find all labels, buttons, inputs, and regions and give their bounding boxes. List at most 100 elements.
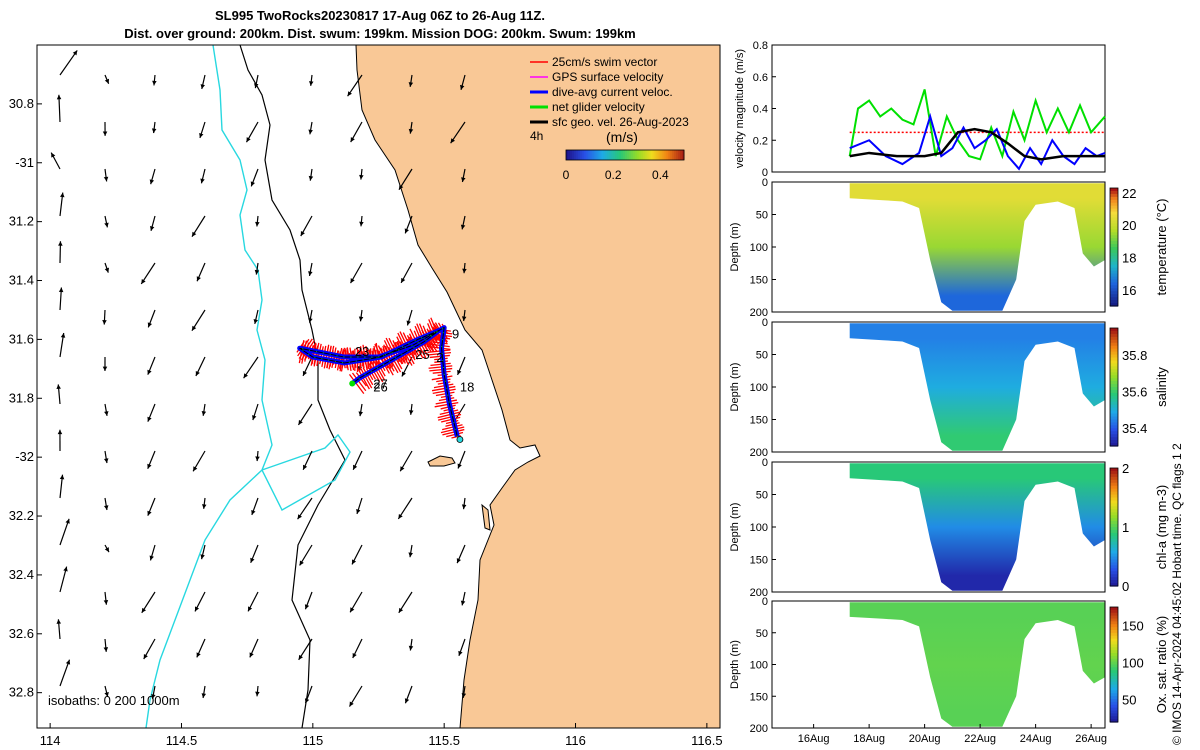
section-colorbar-label: salinity	[1154, 367, 1169, 407]
colorbar-cell	[567, 150, 571, 160]
section-colorbar-cell	[1110, 416, 1118, 421]
colorbar-cell	[569, 150, 573, 160]
section-colorbar-cell	[1110, 506, 1118, 510]
section-colorbar-cell	[1110, 434, 1118, 438]
section-colorbar-cell	[1110, 673, 1118, 677]
section-colorbar-tick-label: 150	[1122, 619, 1144, 634]
colorbar-cell	[611, 150, 614, 160]
section-colorbar-cell	[1110, 247, 1118, 251]
velocity-arrowhead	[194, 606, 200, 612]
section-colorbar-cell	[1110, 707, 1118, 712]
colorbar-cell	[593, 150, 596, 160]
section-colorbar-cell	[1110, 690, 1118, 694]
section-colorbar-cell	[1110, 217, 1118, 222]
velocity-arrowhead	[308, 175, 314, 181]
velocity-arrowhead	[252, 415, 257, 421]
velocity-arrowhead	[404, 228, 409, 234]
section-colorbar-cell	[1110, 644, 1118, 648]
colorbar-cell	[644, 150, 648, 160]
section-colorbar-cell	[1110, 678, 1118, 683]
velocity-arrowhead	[103, 647, 109, 652]
section-colorbar-cell	[1110, 282, 1118, 286]
swim-vector	[440, 426, 465, 434]
velocity-arrowhead	[193, 466, 198, 472]
x-tick-label: 116	[565, 733, 586, 748]
colorbar-tick-label: 0.2	[605, 168, 622, 182]
swim-vector	[351, 372, 367, 392]
section-colorbar-cell	[1110, 196, 1118, 201]
section-colorbar-cell	[1110, 375, 1118, 379]
section-colorbar-cell	[1110, 291, 1118, 295]
colorbar-cell	[619, 150, 622, 160]
legend-entry: GPS surface velocity	[552, 70, 663, 84]
velocity-y-tick-label: 0.6	[753, 72, 768, 84]
colorbar-cell	[605, 150, 608, 160]
section-colorbar-tick-label: 18	[1122, 251, 1136, 266]
depth-tick-label: 150	[750, 415, 768, 427]
x-tick-label: 114.5	[166, 733, 198, 748]
section-colorbar-cell	[1110, 428, 1118, 432]
swim-vector	[442, 424, 463, 431]
velocity-y-axis-label: velocity magnitude (m/s)	[734, 49, 746, 168]
velocity-arrowhead	[103, 176, 109, 182]
velocity-arrowhead	[308, 271, 313, 276]
section-colorbar-cell	[1110, 229, 1118, 233]
section-colorbar-cell	[1110, 535, 1118, 540]
velocity-arrowhead	[149, 225, 155, 231]
section-colorbar-cell	[1110, 276, 1118, 281]
section-colorbar-cell	[1110, 407, 1118, 412]
section-colorbar-cell	[1110, 676, 1118, 680]
velocity-arrowhead	[104, 267, 110, 273]
velocity-arrowhead	[149, 555, 154, 561]
velocity-y-tick-label: 0	[762, 167, 768, 179]
velocity-arrowhead	[297, 514, 302, 520]
velocity-arrowhead	[358, 411, 363, 417]
depth-axis-label: Depth (m)	[729, 223, 741, 272]
section-colorbar-cell	[1110, 547, 1118, 552]
section-colorbar-cell	[1110, 261, 1118, 266]
section-colorbar-cell	[1110, 479, 1118, 484]
velocity-arrowhead	[149, 179, 155, 185]
velocity-series-line	[848, 89, 1106, 161]
section-panel: 0 50 100 150 200 Depth (m) 0 1 2 chl-a (mg m-3)	[729, 457, 1169, 599]
chart-title-line1: SL995 TwoRocks20230817 17-Aug 06Z to 26-…	[215, 8, 545, 23]
swim-vector	[427, 349, 451, 353]
velocity-arrowhead	[59, 474, 65, 480]
colorbar-cell	[664, 150, 667, 160]
time-tick-label: 18Aug	[853, 733, 885, 745]
swim-vector	[432, 388, 456, 394]
section-colorbar-cell	[1110, 473, 1118, 478]
colorbar-cell	[634, 150, 638, 160]
swim-vector	[428, 365, 453, 369]
colorbar-cell	[636, 150, 640, 160]
velocity-arrowhead	[103, 505, 109, 511]
velocity-arrowhead	[408, 82, 414, 87]
colorbar-cell	[579, 150, 583, 160]
colorbar-cell	[680, 150, 683, 160]
depth-tick-label: 100	[750, 242, 768, 254]
section-colorbar-cell	[1110, 667, 1118, 671]
velocity-arrowhead	[102, 131, 108, 136]
section-colorbar-cell	[1110, 632, 1118, 637]
velocity-arrowhead	[250, 557, 255, 563]
section-panel: 0 50 100 150 200 Depth (m) 35.4 35.6 35.8 salinit…	[729, 317, 1169, 459]
velocity-arrowhead	[147, 463, 152, 469]
section-colorbar-cell	[1110, 559, 1118, 563]
section-colorbar-cell	[1110, 485, 1118, 490]
velocity-arrowhead	[63, 566, 68, 572]
velocity-arrowhead	[249, 652, 254, 658]
y-tick-label: 31.8	[9, 390, 34, 405]
velocity-y-tick-label: 0.4	[753, 104, 768, 116]
velocity-arrowhead	[457, 463, 462, 469]
current-position-marker	[349, 380, 356, 387]
section-colorbar-cell	[1110, 521, 1118, 525]
velocity-arrowhead	[103, 458, 109, 464]
section-colorbar-cell	[1110, 328, 1118, 332]
velocity-arrowhead	[255, 221, 260, 227]
depth-tick-label: 200	[750, 307, 768, 319]
velocity-arrowhead	[151, 128, 157, 134]
section-colorbar-cell	[1110, 538, 1118, 543]
velocity-arrowhead	[103, 599, 109, 605]
colorbar-cell	[583, 150, 587, 160]
